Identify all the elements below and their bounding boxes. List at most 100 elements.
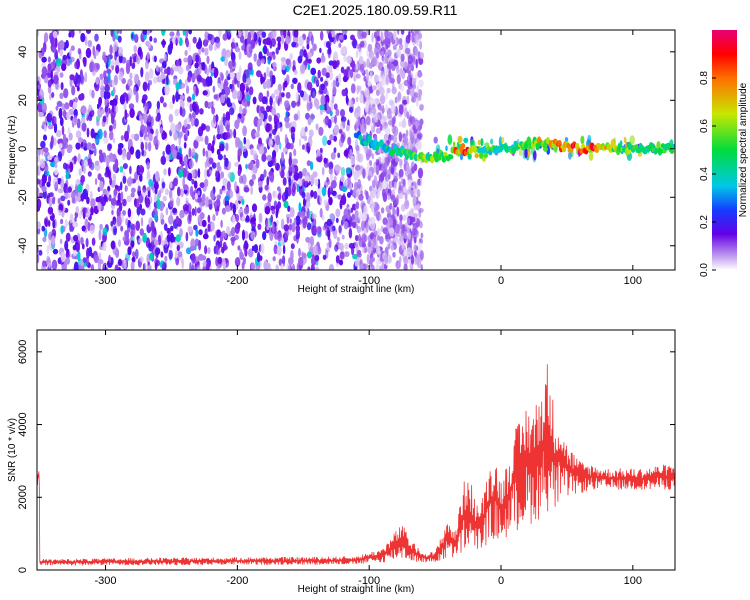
heatmap-cell — [284, 116, 290, 123]
heatmap-cell — [169, 232, 174, 243]
heatmap-cell — [139, 228, 144, 236]
heatmap-cell — [420, 232, 424, 239]
heatmap-cell — [323, 199, 328, 206]
heatmap-cell — [128, 87, 133, 99]
heatmap-cell — [65, 173, 70, 180]
heatmap-cell — [66, 248, 70, 256]
heatmap-cell — [180, 188, 184, 198]
heatmap-cell — [39, 88, 44, 100]
heatmap-cell — [415, 97, 419, 107]
heatmap-cell — [264, 206, 271, 215]
heatmap-cell — [44, 170, 50, 177]
heatmap-cell — [161, 262, 167, 270]
heatmap-cell — [111, 198, 117, 206]
heatmap-cell — [188, 30, 192, 35]
heatmap-cell — [211, 145, 215, 154]
heatmap-cell — [312, 43, 317, 51]
heatmap-cell — [185, 129, 189, 138]
heatmap-cell — [386, 254, 392, 264]
heatmap-cell — [67, 193, 71, 199]
heatmap-cell — [72, 249, 78, 257]
heatmap-cell — [258, 92, 264, 102]
heatmap-cell — [335, 217, 339, 223]
heatmap-cell — [221, 207, 226, 215]
heatmap-cell — [130, 192, 135, 198]
heatmap-cell — [103, 90, 108, 100]
heatmap-cell — [392, 251, 396, 258]
heatmap-cell — [214, 36, 220, 44]
heatmap-cell — [169, 40, 173, 51]
heatmap-cell — [292, 59, 296, 68]
heatmap-cell — [57, 151, 63, 162]
heatmap-cell — [147, 116, 153, 123]
heatmap-cell — [69, 58, 73, 65]
heatmap-cell — [160, 72, 166, 80]
heatmap-cell — [387, 174, 391, 180]
heatmap-cell — [399, 256, 402, 264]
heatmap-cell — [131, 33, 134, 39]
heatmap-cell — [217, 82, 221, 89]
heatmap-cell — [321, 215, 325, 221]
heatmap-cell — [69, 161, 74, 173]
heatmap-cell — [387, 192, 391, 201]
heatmap-cell — [361, 247, 365, 254]
heatmap-cell — [187, 75, 192, 83]
heatmap-cell — [161, 240, 165, 246]
heatmap-cell — [88, 171, 92, 177]
heatmap-cell — [172, 207, 178, 214]
heatmap-cell — [117, 192, 122, 203]
heatmap-cell — [147, 141, 152, 152]
heatmap-cell — [303, 197, 306, 207]
heatmap-cell — [120, 135, 124, 141]
heatmap-cell — [222, 33, 228, 41]
heatmap-cell — [253, 32, 257, 42]
heatmap-cell — [306, 201, 311, 208]
heatmap-cell — [310, 161, 314, 171]
heatmap-cell — [214, 201, 218, 210]
heatmap-cell — [292, 132, 295, 144]
heatmap-cell — [377, 30, 380, 35]
heatmap-cell — [263, 45, 268, 55]
heatmap-cell — [121, 149, 126, 160]
heatmap-cell — [197, 168, 201, 178]
heatmap-cell — [185, 39, 189, 48]
heatmap-cell — [63, 88, 69, 99]
heatmap-cell — [211, 221, 215, 232]
heatmap-cell — [318, 126, 324, 136]
heatmap-cell — [354, 209, 359, 219]
heatmap-cell — [287, 205, 291, 212]
heatmap-cell — [338, 225, 342, 234]
heatmap-cell — [389, 194, 396, 200]
heatmap-cell — [216, 194, 221, 200]
heatmap-cell — [232, 214, 236, 224]
heatmap-cell — [401, 119, 407, 129]
heatmap-cell — [291, 166, 295, 174]
heatmap-cell — [396, 74, 401, 85]
heatmap-cell — [129, 108, 135, 118]
heatmap-cell — [302, 252, 307, 259]
heatmap-cell — [373, 230, 378, 237]
heatmap-cell — [83, 57, 87, 67]
heatmap-cell — [185, 197, 189, 207]
heatmap-cell — [82, 188, 89, 200]
heatmap-cell — [235, 136, 238, 148]
heatmap-cell — [115, 65, 120, 74]
heatmap-cell — [125, 185, 128, 192]
heatmap-cell — [419, 118, 424, 126]
heatmap-cell — [291, 41, 297, 48]
heatmap-cell — [403, 263, 408, 270]
heatmap-cell — [108, 194, 112, 202]
heatmap-cell — [290, 83, 294, 90]
heatmap-cell — [52, 30, 58, 39]
heatmap-cell — [388, 69, 392, 81]
heatmap-cell — [127, 246, 132, 256]
heatmap-cell — [148, 242, 153, 249]
heatmap-cell — [204, 100, 209, 108]
heatmap-cell — [216, 148, 221, 156]
heatmap-cell — [304, 126, 308, 133]
heatmap-cell — [373, 163, 377, 174]
heatmap-cell — [120, 191, 124, 202]
heatmap-cell — [148, 179, 154, 187]
heatmap-cell — [120, 225, 124, 232]
heatmap-cell — [289, 207, 295, 218]
